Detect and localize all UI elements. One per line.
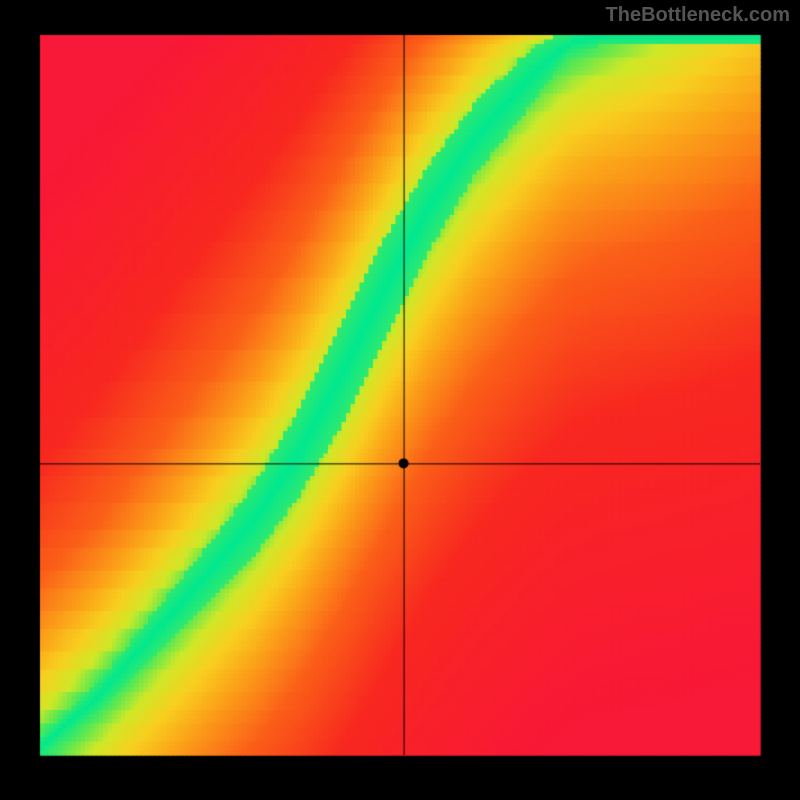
chart-container: TheBottleneck.com: [0, 0, 800, 800]
watermark-text: TheBottleneck.com: [606, 4, 790, 27]
bottleneck-heatmap-canvas: [0, 0, 800, 800]
